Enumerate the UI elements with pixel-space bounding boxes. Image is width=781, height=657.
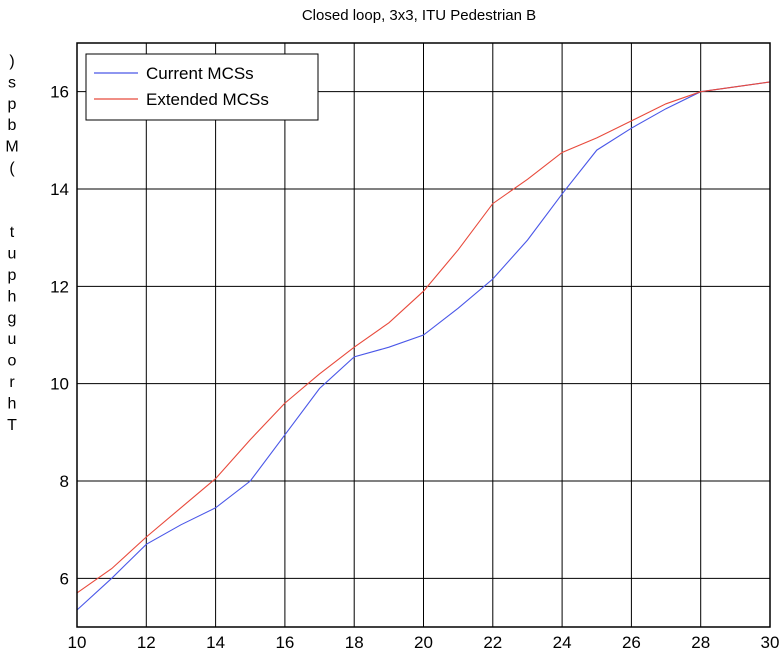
x-tick-label: 10	[68, 633, 87, 652]
y-tick-labels: 6 8 10 12 14 16	[50, 83, 69, 589]
x-tick-label: 20	[414, 633, 433, 652]
legend-label: Extended MCSs	[146, 90, 269, 109]
y-axis-label-char: u	[8, 331, 17, 348]
y-tick-label: 8	[60, 472, 69, 491]
x-tick-label: 22	[483, 633, 502, 652]
y-tick-label: 10	[50, 375, 69, 394]
y-axis-label-char: M	[5, 139, 18, 156]
legend-label: Current MCSs	[146, 64, 254, 83]
legend: Current MCSs Extended MCSs	[85, 53, 319, 121]
chart-title: Closed loop, 3x3, ITU Pedestrian B	[302, 7, 536, 24]
x-tick-label: 16	[275, 633, 294, 652]
y-axis-label-char: T	[7, 417, 17, 434]
y-axis-label-char: h	[8, 395, 17, 412]
x-tick-label: 26	[622, 633, 641, 652]
y-axis-label-char: t	[10, 224, 15, 241]
x-tick-label: 24	[553, 633, 572, 652]
y-tick-label: 6	[60, 569, 69, 588]
legend-box	[85, 53, 319, 121]
y-axis-label-char: p	[8, 96, 17, 113]
y-axis-label-char: r	[9, 374, 15, 391]
y-axis-label-char: p	[8, 267, 17, 284]
y-axis-label-char: s	[8, 74, 16, 91]
x-tick-labels: 10 12 14 16 18 20 22 24 26 28 30	[68, 633, 780, 652]
x-tick-label: 12	[137, 633, 156, 652]
series-line-2	[76, 81, 771, 594]
x-tick-label: 14	[206, 633, 225, 652]
y-axis-label-char: u	[8, 246, 17, 263]
plot-area-frame	[76, 42, 771, 628]
y-axis-label-char: b	[8, 117, 17, 134]
series-line-1	[76, 81, 771, 611]
x-tick-label: 18	[345, 633, 364, 652]
x-tick-label: 30	[761, 633, 780, 652]
y-tick-label: 14	[50, 180, 69, 199]
y-axis-label-char: (	[9, 160, 15, 177]
y-axis-label-char: o	[8, 353, 17, 370]
y-axis-label-char: g	[8, 310, 17, 327]
series-lines	[76, 81, 771, 611]
x-tick-label: 28	[691, 633, 710, 652]
y-axis-label-char: h	[8, 288, 17, 305]
y-tick-label: 12	[50, 277, 69, 296]
y-axis-label-char: )	[9, 53, 14, 70]
y-tick-label: 16	[50, 83, 69, 102]
